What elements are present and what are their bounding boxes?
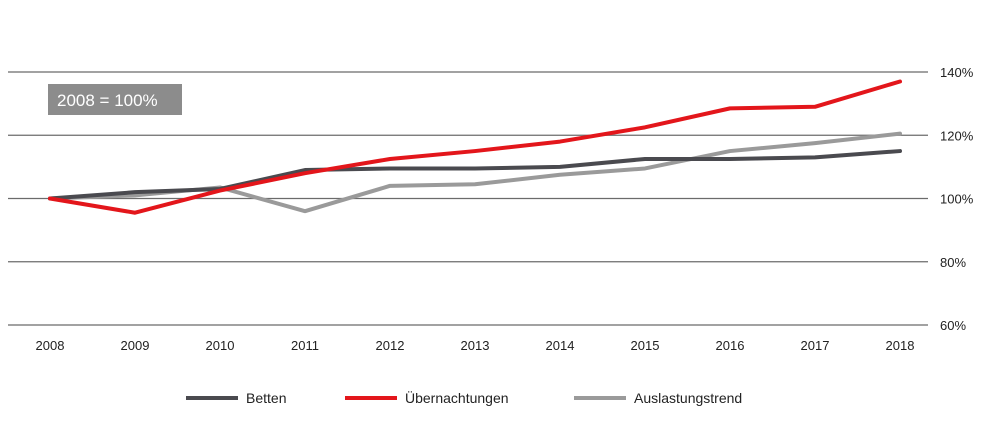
series-lines xyxy=(48,79,902,215)
x-tick-label: 2010 xyxy=(206,338,235,353)
x-tick-label: 2008 xyxy=(36,338,65,353)
x-tick-label: 2015 xyxy=(631,338,660,353)
legend-label: Betten xyxy=(246,390,286,406)
x-tick-label: 2017 xyxy=(801,338,830,353)
grid-lines xyxy=(8,71,928,326)
x-tick-label: 2009 xyxy=(121,338,150,353)
x-tick-label: 2011 xyxy=(291,338,319,353)
x-tick-label: 2016 xyxy=(716,338,745,353)
legend: Betten Übernachtungen Auslastungstrend xyxy=(186,389,742,406)
y-tick-label: 60% xyxy=(940,318,966,333)
legend-label: Übernachtungen xyxy=(405,389,509,406)
x-tick-label: 2013 xyxy=(461,338,490,353)
x-tick-label: 2012 xyxy=(376,338,405,353)
annotation-badge-bg xyxy=(48,84,182,115)
annotation-text: 2008 = 100% xyxy=(57,91,158,110)
series-line-auslastungstrend xyxy=(48,131,902,214)
x-axis-labels: 2008 2009 2010 2011 2012 2013 2014 2015 2016 2017… xyxy=(36,338,915,353)
annotation-badge: 2008 = 100% xyxy=(48,84,182,115)
x-tick-label: 2014 xyxy=(546,338,575,353)
y-tick-label: 140% xyxy=(940,65,974,80)
y-axis-labels: 140% 120% 100% 80% 60% xyxy=(940,65,974,333)
series-line--bernachtungen xyxy=(48,79,902,215)
y-tick-label: 100% xyxy=(940,192,974,207)
x-tick-label: 2018 xyxy=(886,338,915,353)
legend-label: Auslastungstrend xyxy=(634,390,742,406)
y-tick-label: 80% xyxy=(940,255,966,270)
y-tick-label: 120% xyxy=(940,128,974,143)
series-line-betten xyxy=(48,149,902,201)
